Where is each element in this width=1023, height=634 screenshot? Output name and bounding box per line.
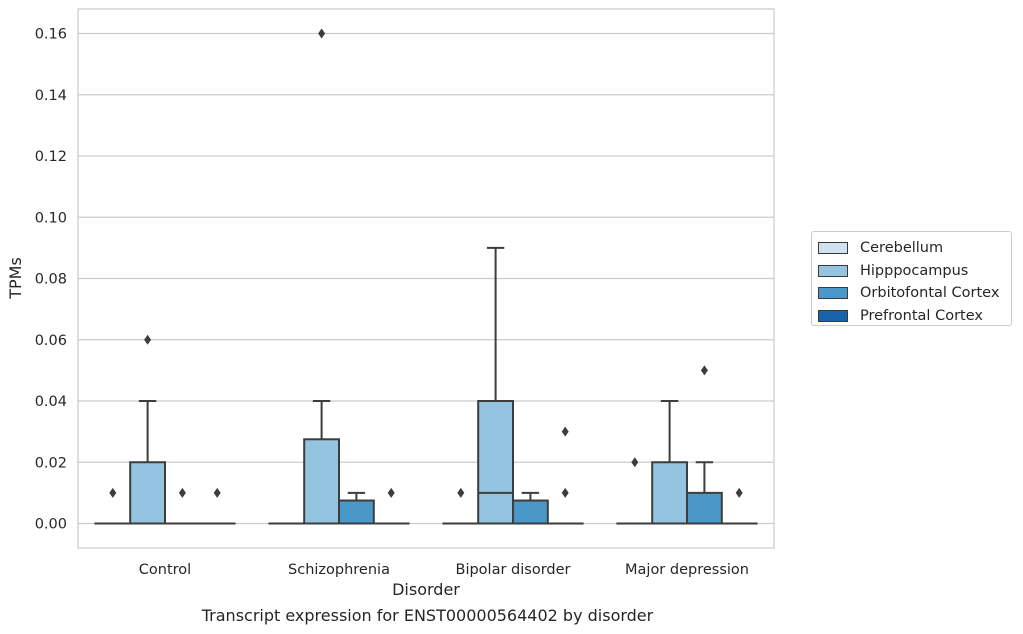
legend-item-prefrontal: Prefrontal Cortex [818,305,1011,328]
box-control-0 [94,487,132,525]
box-schizophrenia-3 [372,487,410,525]
box-bipolar-disorder-3 [546,426,584,525]
box-control-2 [164,487,201,525]
box-body [477,400,515,525]
x-tick-label: Bipolar disorder [456,562,571,578]
y-tick-label: 0.00 [35,517,67,533]
legend-label: Cerebellum [860,240,944,257]
box-major-depression-1 [651,400,689,525]
outlier-point [700,365,708,376]
legend-label: Hipppocampus [860,262,969,279]
y-tick-label: 0.06 [35,333,67,349]
box-major-depression-0 [616,457,654,525]
y-tick-labels: 0.00 0.02 0.04 0.06 0.08 0.10 0.12 0.14 0.16 [35,27,67,533]
box-body [686,491,723,525]
x-tick-labels: Control Schizophrenia Bipolar disorder Majo… [139,562,749,578]
box-body [129,461,166,525]
x-axis-label: Disorder [392,580,460,599]
box-major-depression-2 [686,365,723,525]
y-tick-label: 0.04 [35,394,67,410]
plot-frame [77,8,775,549]
legend-swatch [818,264,848,277]
box-bipolar-disorder-2 [512,491,549,525]
grid-lines [78,32,774,525]
box-control-3 [198,487,236,525]
box-bipolar-disorder-1 [477,246,515,525]
legend-swatch [818,309,848,322]
outlier-point [457,487,465,498]
legend-swatch [818,242,848,255]
legend-item-hippocampus: Hipppocampus [818,260,1011,283]
y-tick-label: 0.14 [35,88,67,104]
legend: Cerebellum Hipppocampus Orbitofontal Cor… [811,231,1012,326]
outlier-point [387,487,395,498]
box-body [651,461,689,525]
legend-swatch [818,287,848,300]
legend-item-cerebellum: Cerebellum [818,237,1011,260]
box-schizophrenia-1 [303,28,341,525]
box-major-depression-3 [720,487,758,525]
legend-label: Orbitofontal Cortex [860,285,1000,302]
x-tick-label: Major depression [625,562,749,578]
box-body [338,499,375,525]
chart-caption: Transcript expression for ENST0000056440… [201,606,654,625]
x-tick-label: Control [139,562,191,578]
legend-item-orbitofrontal: Orbitofontal Cortex [818,282,1011,305]
y-tick-label: 0.16 [35,27,67,43]
outlier-point [735,487,743,498]
outlier-point [178,487,186,498]
box-groups [94,28,758,525]
outlier-point [561,426,569,437]
outlier-point [109,487,117,498]
outlier-point [318,28,326,39]
legend-label: Prefrontal Cortex [860,307,983,324]
box-control-1 [129,334,166,525]
x-tick-label: Schizophrenia [288,562,390,578]
y-tick-label: 0.08 [35,272,67,288]
outlier-point [631,457,639,468]
box-body [303,438,341,525]
outlier-point [561,487,569,498]
outlier-point [144,334,152,345]
box-schizophrenia-2 [338,491,375,525]
y-tick-label: 0.12 [35,149,67,165]
y-axis-label: TPMs [6,257,25,300]
box-body [512,499,549,525]
y-tick-label: 0.02 [35,455,67,471]
outlier-point [213,487,221,498]
y-tick-label: 0.10 [35,210,67,226]
box-bipolar-disorder-0 [442,487,480,525]
